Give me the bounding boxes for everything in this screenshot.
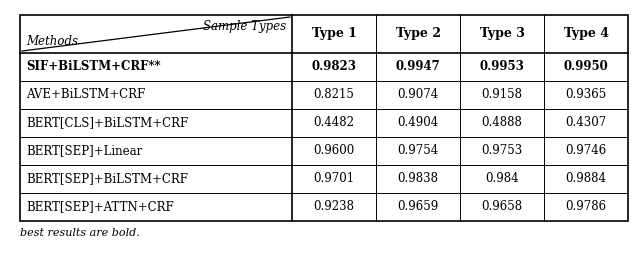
Text: Type 3: Type 3	[479, 28, 524, 41]
Text: 0.9659: 0.9659	[397, 201, 438, 214]
Text: 0.9158: 0.9158	[481, 89, 522, 101]
Text: BERT[CLS]+BiLSTM+CRF: BERT[CLS]+BiLSTM+CRF	[26, 117, 188, 130]
Text: 0.9950: 0.9950	[564, 60, 609, 73]
Text: Methods: Methods	[26, 35, 78, 48]
Text: 0.4888: 0.4888	[481, 117, 522, 130]
Text: 0.9823: 0.9823	[312, 60, 356, 73]
Text: 0.9074: 0.9074	[397, 89, 438, 101]
Text: 0.9753: 0.9753	[481, 144, 523, 157]
Text: Sample Types: Sample Types	[203, 20, 286, 33]
Text: Type 2: Type 2	[396, 28, 440, 41]
Text: best results are bold.: best results are bold.	[20, 228, 140, 238]
Text: 0.984: 0.984	[485, 173, 519, 186]
Bar	[20, 15, 628, 221]
Text: 0.9746: 0.9746	[565, 144, 607, 157]
Text: 0.9238: 0.9238	[314, 201, 355, 214]
Text: Type 4: Type 4	[563, 28, 609, 41]
Text: 0.4307: 0.4307	[565, 117, 607, 130]
Text: 0.9365: 0.9365	[565, 89, 607, 101]
Text: 0.4482: 0.4482	[314, 117, 355, 130]
Text: AVE+BiLSTM+CRF: AVE+BiLSTM+CRF	[26, 89, 145, 101]
Text: 0.9786: 0.9786	[565, 201, 607, 214]
Text: 0.4904: 0.4904	[397, 117, 438, 130]
Text: Type 1: Type 1	[312, 28, 356, 41]
Text: BERT[SEP]+ATTN+CRF: BERT[SEP]+ATTN+CRF	[26, 201, 173, 214]
Text: 0.9701: 0.9701	[314, 173, 355, 186]
Text: 0.9953: 0.9953	[479, 60, 524, 73]
Text: BERT[SEP]+BiLSTM+CRF: BERT[SEP]+BiLSTM+CRF	[26, 173, 188, 186]
Text: 0.9884: 0.9884	[566, 173, 607, 186]
Text: 0.8215: 0.8215	[314, 89, 355, 101]
Text: SIF+BiLSTM+CRF**: SIF+BiLSTM+CRF**	[26, 60, 161, 73]
Text: 0.9947: 0.9947	[396, 60, 440, 73]
Text: 0.9658: 0.9658	[481, 201, 523, 214]
Text: 0.9600: 0.9600	[314, 144, 355, 157]
Text: 0.9838: 0.9838	[397, 173, 438, 186]
Text: 0.9754: 0.9754	[397, 144, 438, 157]
Text: BERT[SEP]+Linear: BERT[SEP]+Linear	[26, 144, 142, 157]
